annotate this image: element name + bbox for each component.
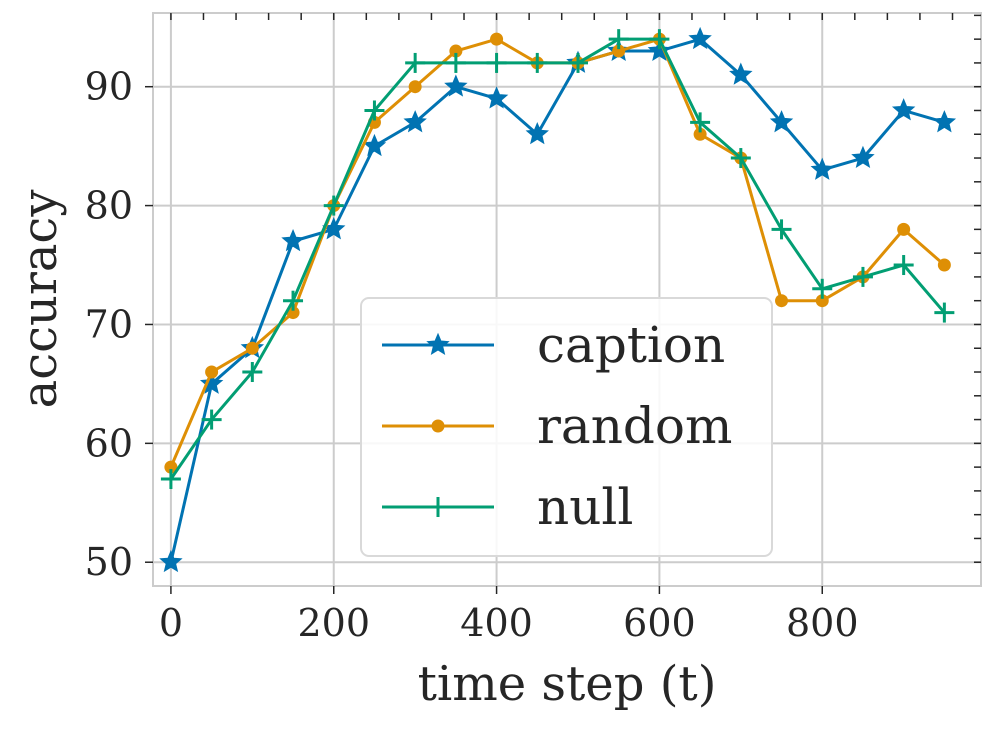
plot-area-frame <box>152 12 982 587</box>
star-marker-caption <box>769 110 794 133</box>
plus-marker-null <box>730 148 751 169</box>
star-marker-caption <box>362 133 387 157</box>
legend-label-caption: caption <box>537 316 725 374</box>
plus-marker-null <box>364 100 385 121</box>
plus-marker-null <box>567 52 588 73</box>
y-tick-label: 80 <box>85 184 133 228</box>
x-tick-label: 0 <box>159 601 183 645</box>
legend-marker-null <box>428 497 448 517</box>
legend-marker-caption <box>426 332 450 355</box>
circle-marker-random <box>408 80 422 94</box>
plus-marker-null <box>283 290 304 311</box>
series-line-null <box>169 37 946 480</box>
plus-marker-null <box>527 52 548 73</box>
y-tick-label: 60 <box>85 421 133 465</box>
circle-marker-random <box>449 44 463 58</box>
legend-entry-null: null <box>382 478 633 536</box>
legend-label-random: random <box>537 397 732 455</box>
star-marker-caption <box>525 121 549 145</box>
legend-label-null: null <box>537 478 633 536</box>
y-tick-label: 90 <box>85 65 133 109</box>
plus-marker-null <box>852 266 873 287</box>
legend-entry-random: random <box>382 397 732 455</box>
circle-marker-random <box>245 341 259 355</box>
star-marker-caption <box>891 98 916 121</box>
star-marker-caption <box>444 74 468 97</box>
y-axis-label: accuracy <box>12 190 68 409</box>
x-tick-label: 600 <box>623 601 696 645</box>
star-marker-caption <box>810 157 834 180</box>
plus-marker-null <box>201 409 222 430</box>
plus-marker-null <box>445 52 466 73</box>
circle-marker-random <box>815 294 829 308</box>
legend: caption random null <box>360 297 773 557</box>
series-lines <box>159 26 957 573</box>
legend-entry-caption: caption <box>382 316 725 374</box>
plus-marker-null <box>608 29 629 50</box>
circle-marker-random <box>937 258 951 272</box>
star-marker-caption <box>688 26 712 50</box>
star-marker-caption <box>851 145 875 168</box>
star-marker-caption <box>281 228 305 252</box>
plus-marker-null <box>160 469 181 490</box>
plus-marker-null <box>649 29 670 50</box>
circle-marker-random <box>775 294 789 308</box>
star-marker-caption <box>403 110 427 133</box>
legend-marker-random <box>431 419 445 433</box>
circle-marker-random <box>205 365 219 379</box>
x-tick-label: 400 <box>460 601 533 645</box>
x-tick-label: 800 <box>786 601 859 645</box>
plus-marker-null <box>486 52 507 73</box>
plus-marker-null <box>405 52 426 73</box>
star-marker-caption <box>729 62 753 85</box>
star-marker-caption <box>484 86 509 109</box>
plus-marker-null <box>934 302 955 323</box>
circle-marker-random <box>612 44 626 58</box>
tick-labels: 0 200 400 600 800 50 60 70 80 90 <box>85 65 859 645</box>
legend-box <box>360 297 773 557</box>
star-marker-caption <box>932 110 957 133</box>
plus-marker-null <box>690 112 711 133</box>
plus-marker-null <box>771 219 792 240</box>
circle-marker-random <box>693 127 707 141</box>
plus-marker-null <box>242 362 263 383</box>
x-axis-label: time step (t) <box>418 656 717 712</box>
series-caption <box>159 26 957 573</box>
circle-marker-random <box>490 32 504 46</box>
plus-marker-null <box>812 278 833 299</box>
circle-marker-random <box>897 222 911 236</box>
circle-marker-random <box>164 460 178 474</box>
star-marker-caption <box>159 549 183 573</box>
plus-marker-null <box>323 195 344 216</box>
y-tick-label: 70 <box>85 302 133 346</box>
x-tick-label: 200 <box>297 601 370 645</box>
plus-marker-null <box>893 255 914 276</box>
y-tick-label: 50 <box>85 540 133 584</box>
minor-ticks <box>145 13 981 594</box>
series-null <box>160 29 955 490</box>
